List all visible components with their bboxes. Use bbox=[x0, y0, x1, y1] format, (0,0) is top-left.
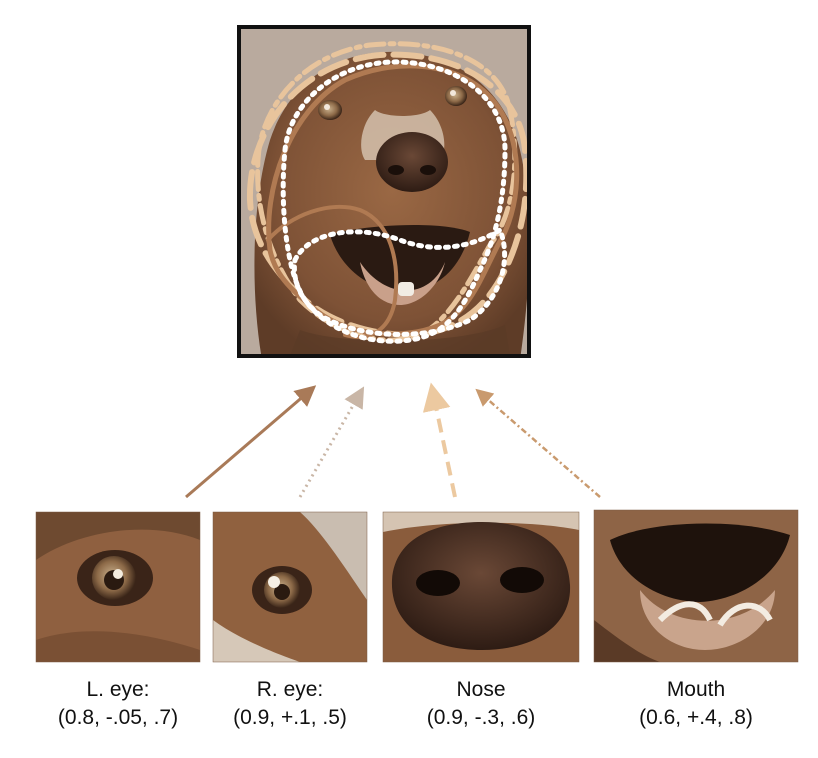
right-eye-crop bbox=[213, 512, 367, 662]
main-dog-image bbox=[239, 27, 529, 356]
nose-label: Nose bbox=[456, 678, 506, 701]
main-image-frame bbox=[237, 25, 531, 358]
left-eye-caption: L. eye: (0.8, -.05, .7) bbox=[28, 676, 208, 732]
nose-params: (0.9, -.3, .6) bbox=[426, 706, 536, 729]
right-eye-crop-frame bbox=[212, 511, 368, 663]
part-contours bbox=[246, 41, 529, 344]
left-eye-params: (0.8, -.05, .7) bbox=[57, 706, 179, 729]
mouth-params: (0.6, +.4, .8) bbox=[639, 706, 753, 729]
arrow-nose bbox=[422, 382, 457, 498]
arrow-left-eye bbox=[185, 385, 317, 499]
mouth-crop bbox=[594, 510, 798, 662]
left-eye-crop-frame bbox=[35, 511, 201, 663]
nose-caption: Nose (0.9, -.3, .6) bbox=[391, 676, 571, 732]
nose-crop bbox=[383, 512, 579, 662]
right-eye-caption: R. eye: (0.9, +.1, .5) bbox=[200, 676, 380, 732]
left-eye-label: L. eye: bbox=[86, 678, 150, 701]
nose-crop-frame bbox=[382, 511, 580, 663]
arrow-mouth bbox=[475, 388, 601, 498]
mouth-crop-frame bbox=[593, 509, 799, 663]
left-eye-crop bbox=[36, 512, 200, 662]
right-eye-params: (0.9, +.1, .5) bbox=[233, 706, 347, 729]
mouth-caption: Mouth (0.6, +.4, .8) bbox=[606, 676, 786, 732]
right-eye-label: R. eye: bbox=[256, 678, 324, 701]
arrow-right-eye bbox=[298, 386, 365, 498]
mouth-label: Mouth bbox=[666, 678, 726, 701]
